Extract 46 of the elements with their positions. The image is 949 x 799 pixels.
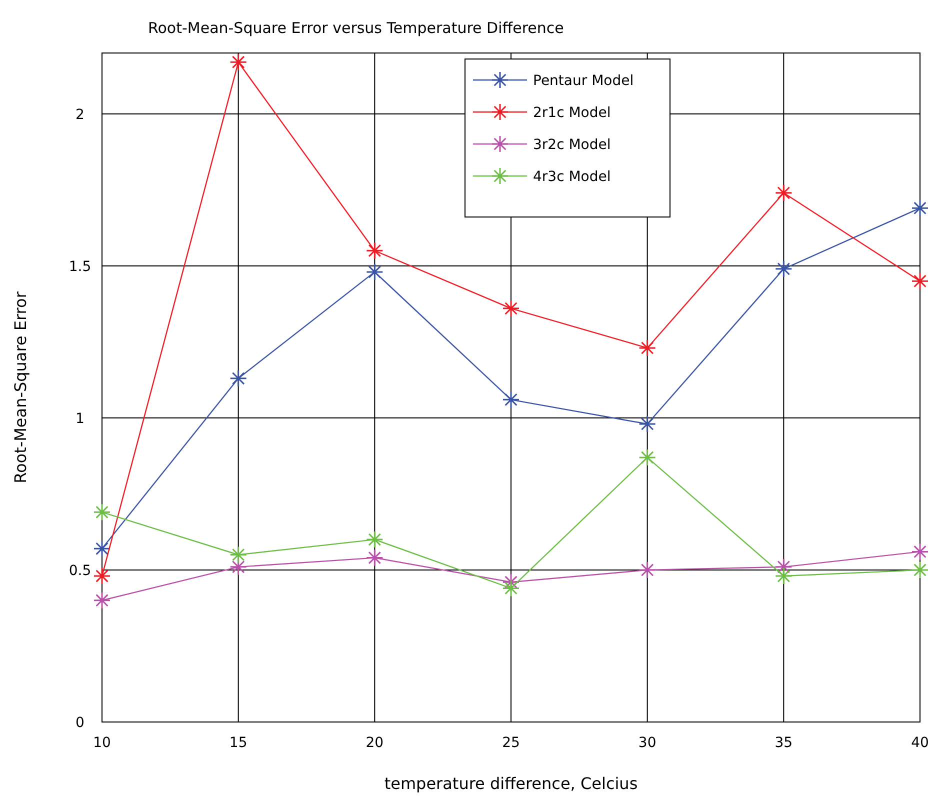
point <box>911 542 929 560</box>
point <box>93 567 111 585</box>
point <box>638 448 656 466</box>
point <box>93 503 111 521</box>
legend-label: 4r3c Model <box>533 169 611 185</box>
y-tick-label: 0 <box>76 715 84 731</box>
point <box>774 558 792 576</box>
point <box>638 339 656 357</box>
point <box>638 561 656 579</box>
point <box>774 567 792 585</box>
point <box>502 579 520 597</box>
legend-label: 3r2c Model <box>533 137 611 153</box>
y-tick-label: 1.5 <box>68 258 92 275</box>
x-tick-label: 20 <box>366 735 384 751</box>
point <box>911 561 929 579</box>
x-tick-label: 25 <box>502 735 520 751</box>
point <box>502 300 520 318</box>
x-tick-label: 30 <box>638 735 656 751</box>
point <box>366 530 384 548</box>
legend-label: Pentaur Model <box>533 73 634 89</box>
x-axis-title: temperature difference, Celcius <box>384 774 638 793</box>
point <box>502 390 520 408</box>
point <box>774 260 792 278</box>
point <box>230 53 248 71</box>
y-tick-label: 0.5 <box>68 562 92 579</box>
point <box>911 199 929 217</box>
point <box>93 592 111 610</box>
point <box>93 540 111 558</box>
point <box>774 184 792 202</box>
x-tick-label: 10 <box>93 735 111 751</box>
point <box>366 263 384 281</box>
y-tick-label: 1 <box>76 410 84 427</box>
point <box>366 549 384 567</box>
point <box>230 370 248 388</box>
point <box>638 415 656 433</box>
point <box>230 546 248 564</box>
x-tick-label: 35 <box>774 735 793 751</box>
point <box>230 558 248 576</box>
point <box>366 242 384 260</box>
point <box>911 272 929 290</box>
chart-title: Root-Mean-Square Error versus Temperature Difference <box>148 19 564 37</box>
x-tick-label: 40 <box>911 735 929 751</box>
legend-label: 2r1c Model <box>533 105 611 121</box>
y-axis-title: Root-Mean-Square Error <box>11 291 30 484</box>
y-tick-label: 2 <box>76 106 84 123</box>
x-tick-label: 15 <box>229 735 248 751</box>
